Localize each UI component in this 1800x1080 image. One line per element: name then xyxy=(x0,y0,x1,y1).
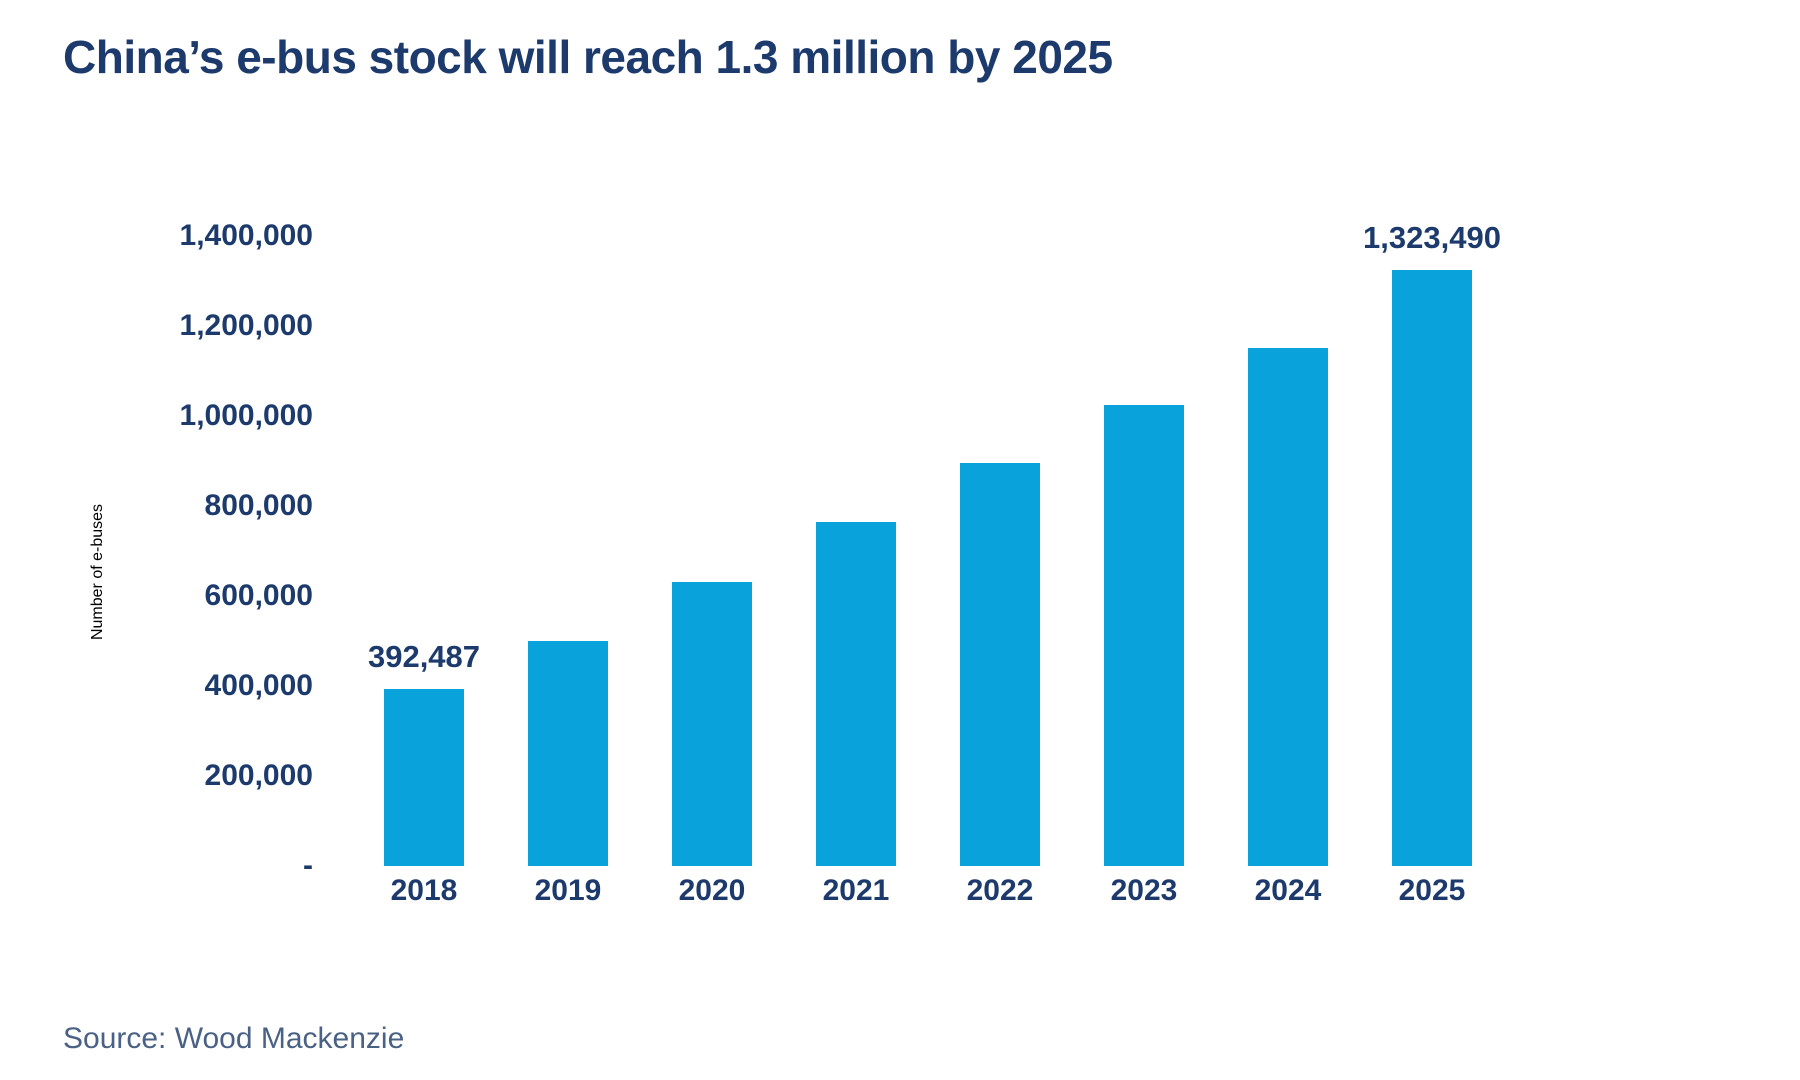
bar-2019 xyxy=(528,641,608,866)
bar-value-label-2018: 392,487 xyxy=(367,639,481,675)
y-tick-label: 1,000,000 xyxy=(179,399,313,432)
x-tick-2019: 2019 xyxy=(534,874,602,907)
bar-2021 xyxy=(816,521,896,866)
bar-value-label-2025: 1,323,490 xyxy=(1363,220,1501,256)
x-tick-2021: 2021 xyxy=(822,874,890,907)
x-tick-2025: 2025 xyxy=(1398,874,1466,907)
x-tick-2018: 2018 xyxy=(390,874,458,907)
bar-2020 xyxy=(672,581,752,866)
y-tick-label: 1,400,000 xyxy=(179,219,313,252)
plot-area: 392,487 1,323,490 xyxy=(345,220,1560,866)
y-tick-label: 600,000 xyxy=(204,579,313,612)
bar-2018 xyxy=(384,689,464,866)
y-tick-label: 200,000 xyxy=(204,759,313,792)
x-tick-2023: 2023 xyxy=(1110,874,1178,907)
bar-2023 xyxy=(1104,404,1184,866)
bar-2022 xyxy=(960,463,1040,866)
y-tick-label: 1,200,000 xyxy=(179,309,313,342)
x-tick-2020: 2020 xyxy=(678,874,746,907)
y-axis-title-text: Number of e-buses xyxy=(89,503,106,641)
chart-title: China’s e-bus stock will reach 1.3 milli… xyxy=(63,31,1113,83)
x-tick-2022: 2022 xyxy=(966,874,1034,907)
bar-2025 xyxy=(1392,270,1472,866)
source-note: Source: Wood Mackenzie xyxy=(63,1022,405,1055)
y-tick-label: 400,000 xyxy=(204,669,313,702)
y-tick-label: 800,000 xyxy=(204,489,313,522)
x-tick-2024: 2024 xyxy=(1254,874,1322,907)
bar-2024 xyxy=(1248,347,1328,866)
y-tick-label: - xyxy=(303,849,313,882)
